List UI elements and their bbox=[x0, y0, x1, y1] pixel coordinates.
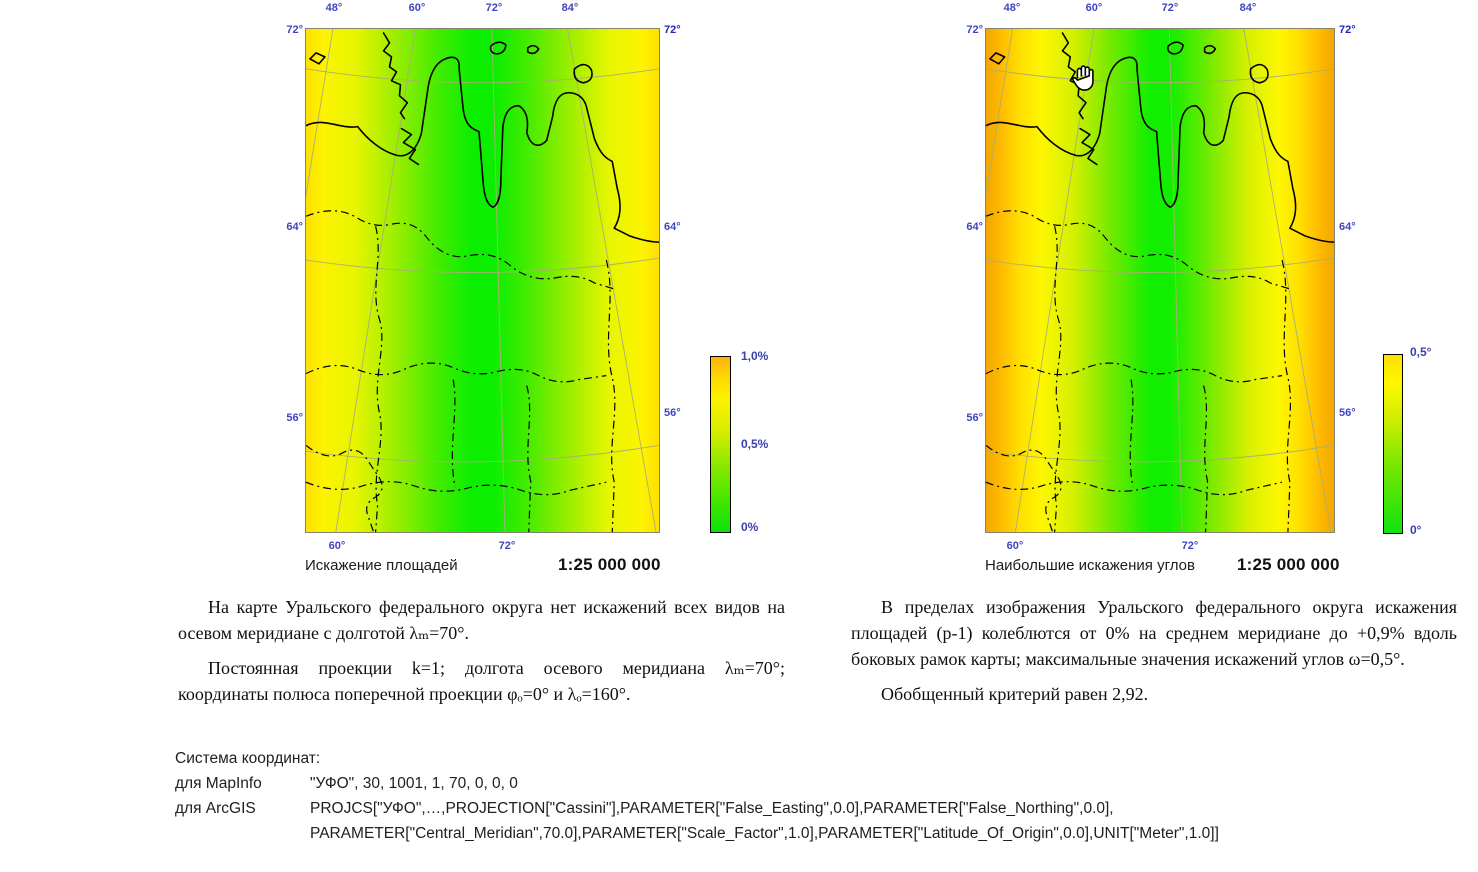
mapinfo-label: для MapInfo bbox=[175, 775, 262, 792]
note-paragraph: В пределах изображения Уральского федера… bbox=[851, 597, 1457, 669]
colorbar-tick-label: 0% bbox=[741, 520, 759, 534]
map-scale: 1:25 000 000 bbox=[1237, 555, 1340, 574]
graticule-label: 72° bbox=[286, 24, 303, 36]
map-scale: 1:25 000 000 bbox=[558, 555, 661, 574]
graticule-label: 56° bbox=[286, 412, 303, 424]
area-distortion-colorbar bbox=[710, 356, 731, 533]
graticule-label: 56° bbox=[664, 407, 681, 419]
graticule-label: 60° bbox=[408, 2, 426, 14]
arcgis-row: для ArcGIS PROJCS["УФО",…,PROJECTION["Ca… bbox=[175, 796, 1455, 846]
graticule-label: 48° bbox=[1003, 2, 1021, 14]
arcgis-value-line2: PARAMETER["Central_Meridian",70.0],PARAM… bbox=[310, 825, 1219, 842]
graticule-label: 72° bbox=[1161, 2, 1179, 14]
graticule-label: 64° bbox=[966, 221, 983, 233]
arcgis-value-line1: PROJCS["УФО",…,PROJECTION["Cassini"],PAR… bbox=[310, 800, 1114, 817]
graticule-label: 72° bbox=[498, 540, 516, 552]
notes-left: На карте Уральского федерального округа … bbox=[178, 594, 785, 707]
colorbar-tick-label: 0,5% bbox=[741, 437, 769, 451]
colorbar-tick-label: 0,5° bbox=[1410, 345, 1432, 359]
colorbar-tick-label: 1,0% bbox=[741, 349, 769, 363]
graticule-label: 60° bbox=[328, 540, 346, 552]
graticule-label: 48° bbox=[325, 2, 343, 14]
coords-title: Система координат: bbox=[175, 750, 321, 767]
graticule-label: 84° bbox=[561, 2, 579, 14]
angle-distortion-svg bbox=[986, 29, 1334, 532]
graticule-label: 56° bbox=[966, 412, 983, 424]
area-distortion-map-canvas[interactable] bbox=[305, 28, 660, 533]
mapinfo-row: для MapInfo "УФО", 30, 1001, 1, 70, 0, 0… bbox=[175, 771, 1455, 796]
angle-distortion-colorbar bbox=[1383, 354, 1403, 534]
graticule-label: 72° bbox=[664, 24, 681, 36]
graticule-label: 72° bbox=[485, 2, 503, 14]
angle-distortion-map-canvas[interactable] bbox=[985, 28, 1335, 533]
note-paragraph: На карте Уральского федерального округа … bbox=[178, 597, 785, 643]
graticule-label: 64° bbox=[1339, 221, 1356, 233]
graticule-label: 60° bbox=[1006, 540, 1024, 552]
note-paragraph: Обобщенный критерий равен 2,92. bbox=[881, 684, 1149, 704]
map-caption: Наибольшие искажения углов bbox=[985, 557, 1195, 574]
graticule-label: 56° bbox=[1339, 407, 1356, 419]
map-caption: Искажение площадей bbox=[305, 557, 458, 574]
graticule-label: 64° bbox=[286, 221, 303, 233]
graticule-label: 72° bbox=[1181, 540, 1199, 552]
graticule-label: 60° bbox=[1085, 2, 1103, 14]
notes-right: В пределах изображения Уральского федера… bbox=[851, 594, 1457, 707]
graticule-label: 72° bbox=[1339, 24, 1356, 36]
graticule-label: 84° bbox=[1239, 2, 1257, 14]
area-distortion-svg bbox=[306, 29, 659, 532]
graticule-label: 72° bbox=[966, 24, 983, 36]
colorbar-tick-label: 0° bbox=[1410, 523, 1422, 537]
coordinate-system-block: Система координат: для MapInfo "УФО", 30… bbox=[175, 746, 1455, 846]
note-paragraph: Постоянная проекции k=1; долгота осевого… bbox=[178, 658, 785, 704]
mapinfo-value: "УФО", 30, 1001, 1, 70, 0, 0, 0 bbox=[310, 775, 518, 792]
graticule-label: 64° bbox=[664, 221, 681, 233]
arcgis-label: для ArcGIS bbox=[175, 800, 256, 817]
